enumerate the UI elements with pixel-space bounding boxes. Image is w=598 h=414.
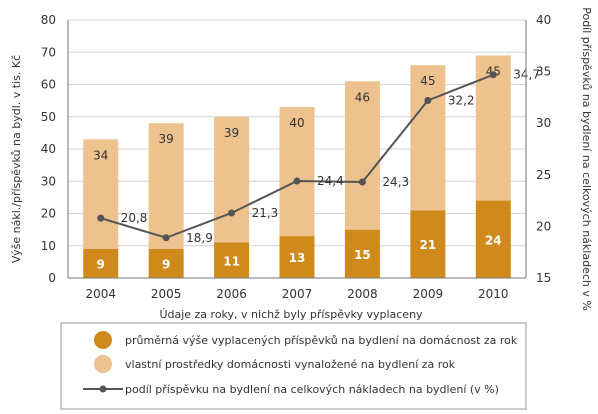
- share-point: [490, 71, 497, 78]
- share-point: [163, 234, 170, 241]
- x-tick-label: 2008: [347, 287, 378, 301]
- bar-own-funds-label: 34: [93, 148, 108, 162]
- y-tick-label: 20: [41, 207, 56, 221]
- y-tick-label: 10: [41, 239, 56, 253]
- bar-subsidy-label: 9: [162, 257, 170, 271]
- bar-subsidy-label: 15: [354, 248, 371, 262]
- bar-own-funds-label: 46: [355, 90, 370, 104]
- y2-tick-label: 25: [536, 168, 551, 182]
- bar-subsidy-label: 9: [97, 257, 105, 271]
- share-value-label: 18,9: [186, 231, 213, 245]
- bar-subsidy-label: 13: [289, 251, 306, 265]
- bar-own-funds-label: 39: [224, 126, 239, 140]
- share-value-label: 21,3: [252, 206, 279, 220]
- y2-axis-title: Podíl příspěvků na bydlení na celkových …: [580, 7, 593, 311]
- share-value-label: 20,8: [121, 211, 148, 225]
- y2-tick-label: 30: [536, 116, 551, 130]
- share-point: [424, 97, 431, 104]
- share-point: [97, 215, 104, 222]
- bar-own-funds-label: 39: [159, 132, 174, 146]
- bars: 93493911391340154621452445: [83, 55, 511, 278]
- y-tick-label: 0: [48, 271, 56, 285]
- y-tick-label: 60: [41, 78, 56, 92]
- legend-label-share: podíl příspěvku na bydlení na celkových …: [125, 383, 499, 396]
- y-tick-label: 80: [41, 13, 56, 27]
- x-tick-label: 2009: [413, 287, 444, 301]
- share-value-label: 24,4: [317, 174, 344, 188]
- share-value-label: 24,3: [382, 175, 409, 189]
- share-point: [228, 209, 235, 216]
- bar-subsidy-label: 21: [420, 238, 437, 252]
- bar-subsidy-label: 24: [485, 233, 502, 247]
- y2-tick-label: 35: [536, 65, 551, 79]
- bar-own-funds-label: 45: [420, 74, 435, 88]
- y-tick-label: 30: [41, 174, 56, 188]
- y2-tick-label: 15: [536, 271, 551, 285]
- legend-swatch-own-funds: [94, 355, 112, 373]
- x-tick-label: 2006: [216, 287, 247, 301]
- x-tick-label: 2005: [151, 287, 182, 301]
- y-axis-title: Výše nákl./příspěvků na bydl. v tis. Kč: [10, 55, 23, 263]
- y2-tick-label: 20: [536, 219, 551, 233]
- y-tick-label: 40: [41, 142, 56, 156]
- y-tick-label: 50: [41, 110, 56, 124]
- x-tick-label: 2010: [478, 287, 509, 301]
- share-point: [294, 177, 301, 184]
- y2-tick-label: 40: [536, 13, 551, 27]
- legend: průměrná výše vyplacených příspěvků na b…: [61, 323, 526, 409]
- x-tick-label: 2004: [85, 287, 116, 301]
- y-tick-label: 70: [41, 45, 56, 59]
- share-point: [359, 179, 366, 186]
- legend-label-subsidy: průměrná výše vyplacených příspěvků na b…: [125, 334, 518, 347]
- x-tick-label: 2007: [282, 287, 313, 301]
- x-axis-title: Údaje za roky, v nichž byly příspěvky vy…: [159, 308, 423, 321]
- legend-swatch-subsidy: [94, 331, 112, 349]
- legend-label-own-funds: vlastní prostředky domácnosti vynaložené…: [125, 358, 456, 371]
- bar-own-funds-label: 40: [289, 116, 304, 130]
- bar-subsidy-label: 11: [223, 254, 240, 268]
- share-value-label: 32,2: [448, 93, 475, 107]
- legend-swatch-line-marker: [100, 386, 107, 393]
